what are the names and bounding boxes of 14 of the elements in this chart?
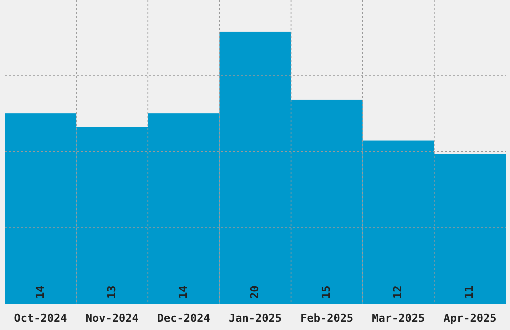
x-tick-label: Apr-2025 bbox=[444, 312, 497, 325]
data-label: 12 bbox=[392, 286, 405, 299]
x-tick-label: Mar-2025 bbox=[372, 312, 426, 325]
x-tick-label: Nov-2024 bbox=[86, 312, 140, 325]
data-label: 13 bbox=[105, 286, 118, 299]
data-label: 15 bbox=[320, 286, 334, 299]
data-label: 20 bbox=[248, 286, 262, 299]
x-tick-label: Feb-2025 bbox=[300, 312, 354, 325]
data-label: 14 bbox=[34, 285, 47, 299]
data-label: 11 bbox=[463, 285, 476, 299]
x-tick-label: Dec-2024 bbox=[157, 312, 211, 325]
data-label: 14 bbox=[176, 285, 190, 299]
x-tick-label: Jan-2025 bbox=[229, 312, 282, 325]
x-tick-label: Oct-2024 bbox=[14, 312, 68, 325]
